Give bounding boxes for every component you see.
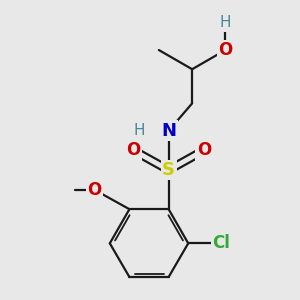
Text: H: H <box>134 123 145 138</box>
Text: O: O <box>126 141 140 159</box>
Text: S: S <box>162 161 175 179</box>
Text: O: O <box>87 181 101 199</box>
Text: O: O <box>197 141 211 159</box>
Text: Cl: Cl <box>213 234 230 252</box>
Text: N: N <box>161 122 176 140</box>
Text: O: O <box>218 41 233 59</box>
Text: H: H <box>220 16 231 31</box>
